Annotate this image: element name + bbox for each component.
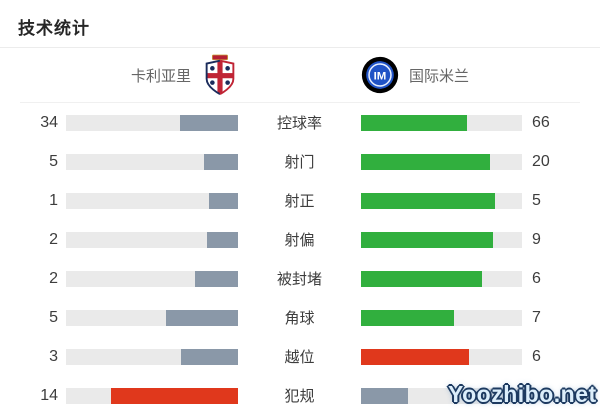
home-value: 14: [40, 386, 58, 404]
stat-row: 5 射门 20: [0, 142, 600, 181]
header-divider: [20, 102, 580, 103]
away-bar-fill: [361, 309, 455, 326]
away-bar-fill: [361, 270, 482, 287]
home-bar-track: [66, 153, 238, 170]
away-bar-fill: [361, 114, 468, 131]
stat-label: 射门: [284, 154, 315, 171]
away-bar-track: [361, 153, 522, 170]
home-value: 2: [49, 230, 58, 248]
home-value: 3: [49, 347, 58, 365]
cagliari-crest-icon: [205, 54, 235, 95]
away-team-header: IM 国际米兰: [300, 54, 600, 96]
home-bar-track: [66, 114, 238, 131]
away-value: 66: [532, 113, 550, 131]
away-value: 9: [532, 230, 541, 248]
home-team-name: 卡利亚里: [130, 67, 191, 85]
away-value: 7: [532, 308, 541, 326]
home-bar-fill: [208, 192, 238, 209]
home-value: 1: [49, 191, 58, 209]
away-bar-fill: [361, 348, 469, 365]
watermark: Yoozhibo.net: [448, 381, 597, 407]
stat-row: 14 犯规: [0, 376, 600, 415]
home-bar-track: [66, 270, 238, 287]
panel-header: 技术统计: [0, 0, 600, 48]
away-bar-fill: [361, 153, 490, 170]
stat-label: 射正: [284, 193, 315, 210]
stat-label: 被封堵: [276, 271, 322, 288]
home-bar-fill: [203, 153, 238, 170]
away-value: 6: [532, 269, 541, 287]
away-bar-track: [361, 387, 522, 404]
away-value: 5: [532, 191, 541, 209]
home-bar-track: [66, 348, 238, 365]
stat-label: 控球率: [276, 115, 322, 132]
stat-label: 角球: [284, 310, 315, 327]
home-bar-track: [66, 309, 238, 326]
home-team-header: 卡利亚里: [0, 54, 300, 96]
stat-row: 2 射偏 9: [0, 220, 600, 259]
home-bar-fill: [179, 114, 238, 131]
stats-table: 34 控球率 66 5 射门 20 1 射正 5 2 射偏 9 2 被封堵 6 5 角球 7 3 越位 6 14 犯规: [0, 103, 600, 415]
away-bar-fill: [361, 387, 408, 404]
home-value: 5: [49, 308, 58, 326]
stat-label: 射偏: [284, 232, 315, 249]
stat-label: 犯规: [284, 388, 315, 405]
away-bar-track: [361, 270, 522, 287]
home-value: 34: [40, 113, 58, 131]
away-bar-track: [361, 309, 522, 326]
away-team-name: 国际米兰: [409, 67, 470, 85]
stat-row: 5 角球 7: [0, 298, 600, 337]
home-value: 2: [49, 269, 58, 287]
away-bar-fill: [361, 231, 494, 248]
svg-text:IM: IM: [374, 70, 387, 82]
away-bar-track: [361, 192, 522, 209]
home-bar-track: [66, 387, 238, 404]
home-bar-track: [66, 231, 238, 248]
stat-label: 越位: [284, 349, 315, 366]
stat-row: 3 越位 6: [0, 337, 600, 376]
away-value: 6: [532, 347, 541, 365]
stat-row: 1 射正 5: [0, 181, 600, 220]
home-bar-fill: [207, 231, 238, 248]
home-value: 5: [49, 152, 58, 170]
away-bar-track: [361, 348, 522, 365]
page-title: 技术统计: [18, 19, 90, 38]
away-bar-track: [361, 114, 522, 131]
home-bar-fill: [181, 348, 238, 365]
inter-badge-icon: IM: [361, 56, 399, 94]
home-bar-fill: [110, 387, 238, 404]
home-bar-fill: [195, 270, 238, 287]
stat-row: 34 控球率 66: [0, 103, 600, 142]
away-bar-track: [361, 231, 522, 248]
home-bar-track: [66, 192, 238, 209]
teams-header: 卡利亚里 IM: [0, 48, 600, 102]
away-value: 20: [532, 152, 550, 170]
away-bar-fill: [361, 192, 495, 209]
home-bar-fill: [165, 309, 238, 326]
stat-row: 2 被封堵 6: [0, 259, 600, 298]
